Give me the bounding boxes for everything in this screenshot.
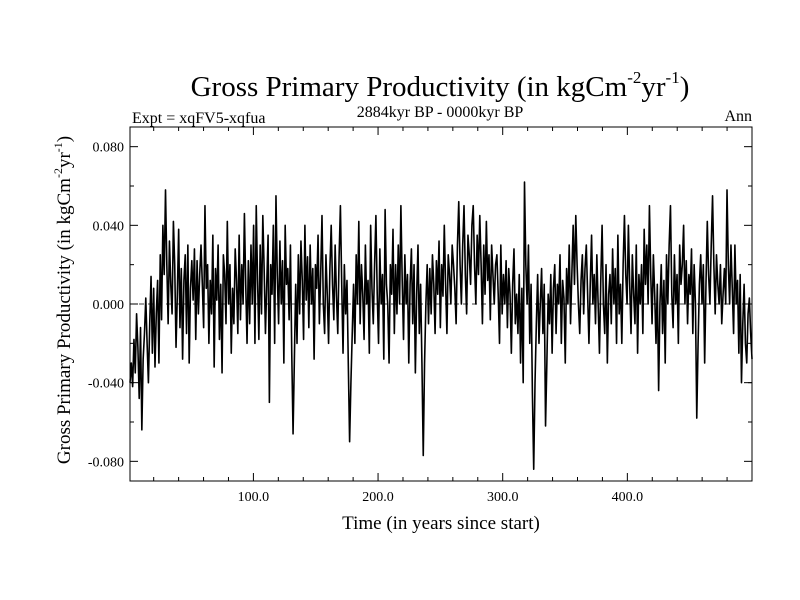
ylabel-end: ) — [54, 136, 75, 142]
chart-subtitle: 2884kyr BP - 0000kyr BP — [357, 104, 524, 121]
x-axis-label: Time (in years since start) — [342, 513, 540, 534]
title-sup1: -2 — [627, 68, 641, 87]
ylabel-sup2: -1 — [51, 142, 65, 152]
y-tick-label: -0.080 — [88, 455, 124, 470]
y-ticks: -0.080 -0.040 0.000 0.040 0.080 — [88, 141, 752, 470]
title-mid: yr — [641, 71, 666, 103]
title-sup2: -1 — [666, 68, 680, 87]
ylabel-mid: yr — [54, 152, 75, 169]
x-ticks: 100.0 200.0 300.0 400.0 — [153, 127, 728, 505]
y-tick-label: 0.080 — [93, 141, 125, 156]
experiment-label: Expt = xqFV5-xqfua — [132, 110, 265, 127]
ylabel-sup1: -2 — [51, 168, 65, 178]
y-tick-label: 0.040 — [93, 219, 125, 234]
title-end: ) — [680, 71, 690, 103]
title-main: Gross Primary Productivity (in kgCm — [191, 71, 628, 103]
y-tick-label: 0.000 — [93, 298, 125, 313]
y-tick-label: -0.040 — [88, 377, 124, 392]
season-label: Ann — [724, 108, 752, 125]
ylabel-main: Gross Primary Productivity (in kgCm — [54, 178, 75, 464]
x-tick-label: 400.0 — [612, 490, 644, 505]
chart-title: Gross Primary Productivity (in kgCm-2yr-… — [191, 68, 690, 103]
x-tick-label: 300.0 — [487, 490, 519, 505]
gpp-series-line — [129, 181, 753, 470]
x-tick-label: 100.0 — [238, 490, 270, 505]
x-tick-label: 200.0 — [362, 490, 394, 505]
y-axis-label: Gross Primary Productivity (in kgCm-2yr-… — [51, 136, 75, 464]
